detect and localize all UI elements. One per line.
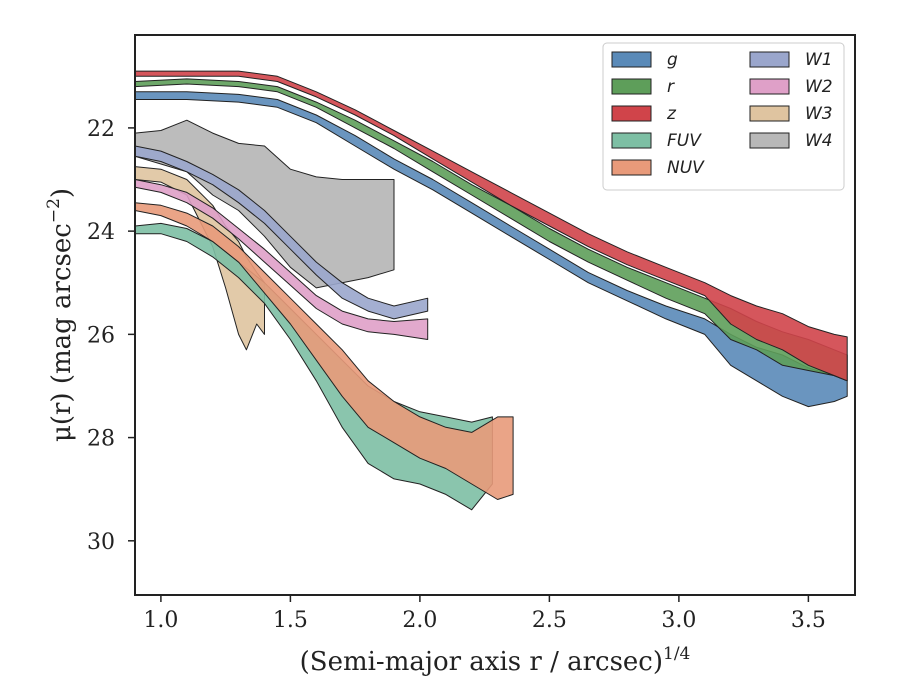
legend-swatch-z <box>611 105 652 122</box>
plot-frame <box>134 34 856 596</box>
series-layer <box>134 70 848 511</box>
legend-label-z: z <box>666 104 677 124</box>
y-axis-label: μ(r) (mag arcsec−2) <box>44 188 77 442</box>
legend-swatch-w3 <box>749 105 790 122</box>
legend-label-r: r <box>667 77 675 97</box>
x-tick-label: 1.5 <box>273 608 308 633</box>
legend-swatch-fuv <box>611 132 652 149</box>
x-tick-label: 2.5 <box>532 608 567 633</box>
y-tick-label: 26 <box>87 323 115 348</box>
series-band-z <box>134 70 848 382</box>
legend-label-fuv: FUV <box>667 131 702 151</box>
legend-label-g: g <box>667 50 678 70</box>
legend-swatch-nuv <box>611 159 652 176</box>
legend-swatch-w2 <box>749 78 790 95</box>
ticks-layer: 1.0 1.5 2.0 2.5 3.0 3.5 22 24 26 28 30 <box>87 117 826 633</box>
y-tick-label: 28 <box>87 427 115 452</box>
legend-swatch-g <box>611 51 652 68</box>
legend-swatch-r <box>611 78 652 95</box>
x-axis-label: (Semi-major axis r / arcsec)1/4 <box>300 644 691 677</box>
series-band-w1 <box>134 145 429 320</box>
series-band-w2 <box>134 179 429 340</box>
series-band-w4 <box>134 119 395 289</box>
legend-label-w1: W1 <box>805 50 833 70</box>
legend-swatch-w4 <box>749 132 790 149</box>
y-tick-label: 22 <box>87 117 115 142</box>
legend-label-nuv: NUV <box>667 158 705 178</box>
legend-label-w3: W3 <box>805 104 833 124</box>
series-band-g <box>134 91 848 408</box>
legend-swatch-w1 <box>749 51 790 68</box>
x-tick-label: 3.5 <box>791 608 826 633</box>
x-tick-label: 2.0 <box>402 608 437 633</box>
legend: grz FUV NUV W1 W2 W3 W4 <box>602 42 845 191</box>
y-tick-label: 24 <box>87 220 115 245</box>
x-tick-label: 3.0 <box>661 608 696 633</box>
series-band-nuv <box>134 202 514 500</box>
y-tick-label: 30 <box>87 530 115 555</box>
legend-label-w2: W2 <box>805 77 833 97</box>
legend-label-w4: W4 <box>805 131 833 151</box>
x-tick-label: 1.0 <box>143 608 178 633</box>
